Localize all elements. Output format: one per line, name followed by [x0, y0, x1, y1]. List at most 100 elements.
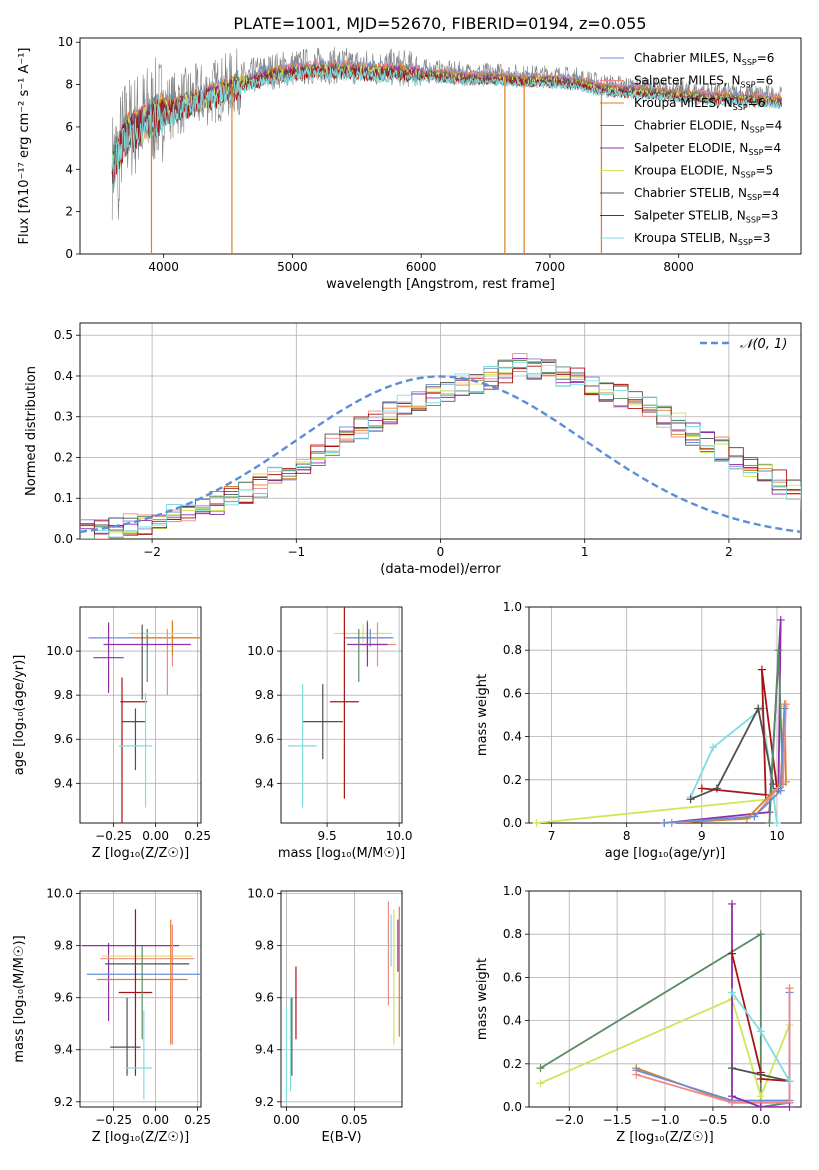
- x-tick-label: −1: [287, 545, 305, 559]
- weight-point-marker: [728, 899, 737, 908]
- x-tick-label: −2.0: [555, 1113, 584, 1127]
- weight-series-line: [536, 706, 786, 823]
- x-tick-label: 1: [581, 545, 589, 559]
- y-tick-label: 10.0: [46, 887, 73, 901]
- y-tick-label: 4: [65, 162, 73, 176]
- y-axis-label: age [log₁₀(age/yr)]: [12, 655, 27, 776]
- y-tick-label: 9.6: [255, 991, 274, 1005]
- x-tick-label: 10.0: [386, 829, 413, 843]
- weight-point-marker: [754, 704, 763, 713]
- weight-point-marker: [780, 704, 789, 713]
- x-tick-label: 5000: [277, 260, 308, 274]
- y-tick-label: 0.0: [503, 1100, 522, 1114]
- y-axis-label: mass weight: [475, 958, 490, 1040]
- x-tick-label: 7000: [535, 260, 566, 274]
- residual-histogram: [80, 360, 801, 535]
- y-axis-label: Normed distribution: [24, 366, 39, 496]
- y-tick-label: 9.2: [54, 1095, 73, 1109]
- axes-residuals: −2 −1 0 1 2 0.0 0.1 0.2 0.3 0.4 0.5 (data-model)/er…: [24, 322, 802, 577]
- y-tick-label: 0.8: [503, 927, 522, 941]
- weight-point-marker: [756, 930, 765, 939]
- x-tick-label: 0.00: [142, 1113, 169, 1127]
- plot-frame: [280, 890, 403, 1108]
- y-tick-label: 0.4: [54, 369, 73, 383]
- x-tick-label: 0.00: [142, 829, 169, 843]
- y-tick-label: 0.5: [54, 328, 73, 342]
- y-tick-label: 9.4: [255, 1043, 274, 1057]
- y-tick-label: 0.8: [503, 643, 522, 657]
- weight-point-marker: [532, 819, 541, 827]
- y-tick-label: 9.4: [54, 1043, 73, 1057]
- x-tick-label: 9.5: [318, 829, 337, 843]
- legend-label: Kroupa STELIB, NSSP=3: [634, 231, 771, 247]
- weight-point-marker: [756, 1103, 765, 1111]
- model-spectrum: [111, 67, 782, 188]
- plot-frame: [79, 606, 202, 824]
- y-tick-label: 10: [58, 35, 73, 49]
- y-tick-label: 0.4: [503, 730, 522, 744]
- residual-histogram: [80, 353, 801, 539]
- weight-point-marker: [776, 615, 785, 624]
- x-tick-label: 0.0: [751, 1113, 770, 1127]
- axes-age-vs-mass: 9.5 10.0 9.4 9.6 9.8 10.0 mass [log₁₀(M/M☉)]: [247, 606, 413, 861]
- weight-point-marker: [536, 1079, 545, 1088]
- x-axis-label: (data-model)/error: [380, 562, 501, 577]
- x-tick-label: 8: [623, 829, 631, 843]
- plot-frame: [528, 890, 802, 1108]
- weight-point-marker: [686, 795, 695, 804]
- axes-mass-vs-EBV: 0.00 0.05 9.2 9.4 9.6 9.8 10.0 E(B-V): [247, 887, 403, 1145]
- legend-label: Kroupa MILES, NSSP=6: [634, 96, 765, 112]
- weight-point-marker: [781, 700, 790, 709]
- y-tick-label: 9.8: [255, 688, 274, 702]
- y-tick-label: 0.6: [503, 970, 522, 984]
- legend-label: Salpeter ELODIE, NSSP=4: [634, 141, 781, 157]
- x-axis-label: age [log₁₀(age/yr)]: [605, 846, 726, 861]
- y-tick-label: 9.4: [255, 776, 274, 790]
- y-axis-label: mass [log₁₀(M/M☉)]: [12, 935, 27, 1062]
- axes-weight-vs-Z: −2.0 −1.5 −1.0 −0.5 0.0 0.0 0.2 0.4 0.6 0.8 1.0 Z […: [475, 884, 802, 1145]
- y-tick-label: 0.2: [54, 450, 73, 464]
- x-tick-label: 0.25: [184, 829, 211, 843]
- weight-point-marker: [750, 812, 759, 821]
- x-axis-label: Z [log₁₀(Z/Z☉)]: [92, 846, 189, 861]
- plot-frame: [79, 322, 802, 540]
- x-tick-label: 6000: [406, 260, 437, 274]
- weight-point-marker: [756, 1070, 765, 1079]
- y-axis-label: mass weight: [475, 674, 490, 756]
- weight-series-line: [690, 705, 775, 801]
- weight-point-marker: [757, 665, 766, 674]
- weight-series-line: [540, 932, 790, 1107]
- x-tick-label: 2: [725, 545, 733, 559]
- axes-age-vs-Z: −0.25 0.00 0.25 9.4 9.6 9.8 10.0 Z [log₁₀(Z/Z☉)…: [12, 606, 211, 861]
- weight-point-marker: [728, 988, 737, 997]
- weight-point-marker: [772, 819, 781, 827]
- x-tick-label: −0.25: [95, 829, 132, 843]
- weight-point-marker: [728, 1092, 737, 1101]
- x-tick-label: 0.00: [273, 1113, 300, 1127]
- y-tick-label: 9.8: [54, 688, 73, 702]
- x-tick-label: −0.25: [95, 1113, 132, 1127]
- x-axis-label: Z [log₁₀(Z/Z☉)]: [92, 1130, 189, 1145]
- x-tick-label: 7: [548, 829, 556, 843]
- y-tick-label: 9.6: [54, 732, 73, 746]
- y-tick-label: 1.0: [503, 600, 522, 614]
- weight-point-marker: [756, 1027, 765, 1036]
- weight-point-marker: [776, 786, 785, 795]
- residual-histogram: [80, 363, 801, 539]
- y-tick-label: 0: [65, 247, 73, 261]
- weight-point-marker: [785, 1103, 794, 1111]
- y-tick-label: 9.8: [54, 939, 73, 953]
- x-axis-label: mass [log₁₀(M/M☉)]: [278, 846, 405, 861]
- y-tick-label: 9.4: [54, 776, 73, 790]
- y-tick-label: 0.0: [54, 532, 73, 546]
- weight-point-marker: [660, 819, 669, 827]
- weight-point-marker: [697, 784, 706, 793]
- normal-curve: [79, 375, 802, 534]
- figure-title: PLATE=1001, MJD=52670, FIBERID=0194, z=0…: [233, 14, 646, 33]
- y-tick-label: 9.8: [255, 939, 274, 953]
- spectrum-legend: Chabrier MILES, NSSP=6 Salpeter MILES, NS…: [600, 51, 782, 247]
- weight-point-marker: [632, 1070, 641, 1079]
- x-tick-label: −2: [143, 545, 161, 559]
- weight-series-line: [701, 669, 778, 796]
